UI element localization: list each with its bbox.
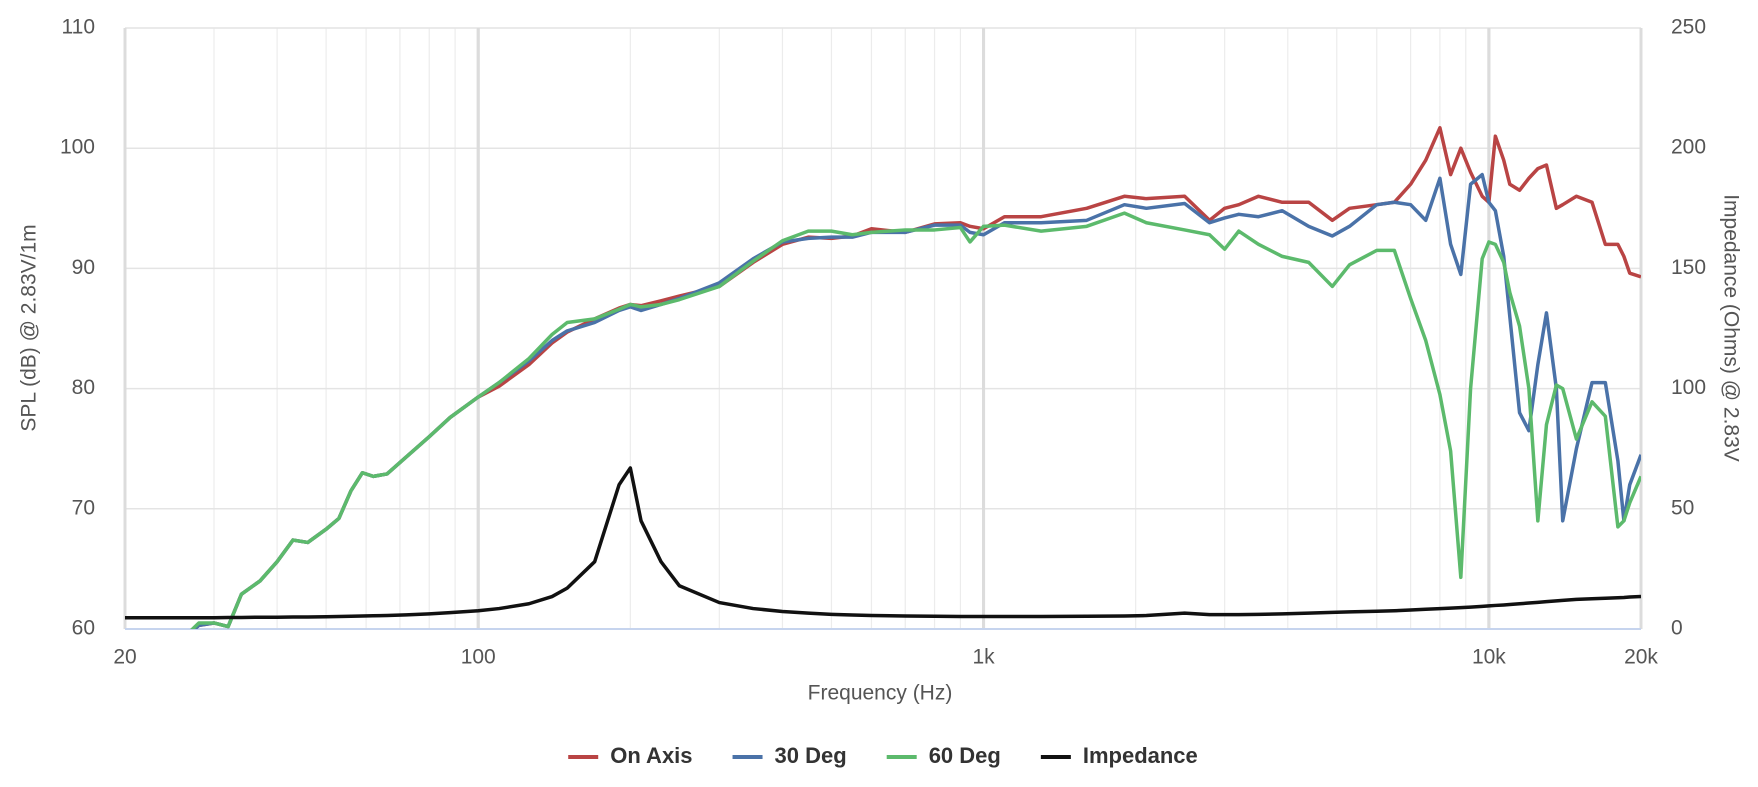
y2-tick-label: 250 [1671,16,1706,39]
x-tick-label: 20k [1624,646,1658,669]
y2-tick-label: 50 [1671,496,1694,519]
y2-tick-label: 150 [1671,256,1706,279]
y2-tick-label: 200 [1671,136,1706,159]
series-line [125,466,1641,620]
series-line [190,211,1641,629]
legend-label: Impedance [1083,743,1198,768]
legend-item: On Axis [568,743,693,768]
y-axis-title: SPL (dB) @ 2.83V/1m [18,224,41,431]
y2-axis-title: Impedance (Ohms) @ 2.83V [1719,194,1742,462]
y-tick-label: 80 [72,376,95,399]
x-tick-label: 10k [1472,646,1506,669]
legend-item: Impedance [1040,743,1198,768]
y-tick-label: 60 [72,617,95,640]
y2-tick-label: 100 [1671,376,1706,399]
x-tick-label: 100 [461,646,496,669]
y2-tick-label: 0 [1671,617,1683,640]
legend-label: 30 Deg [775,743,847,768]
x-axis-title: Frequency (Hz) [808,682,953,705]
legend-item: 30 Deg [732,743,847,768]
legend-label: On Axis [610,743,692,768]
grid [123,27,1643,630]
legend: On Axis 30 Deg 60 Deg Impedance [568,743,1198,768]
plot-area [125,126,1641,629]
y-tick-label: 110 [62,16,95,39]
y-tick-label: 100 [60,136,95,159]
legend-item: 60 Deg [886,743,1001,768]
y-tick-label: 90 [72,256,95,279]
legend-label: 60 Deg [929,743,1001,768]
y-tick-label: 70 [72,496,95,519]
x-tick-label: 1k [972,646,995,669]
x-tick-label: 20 [113,646,136,669]
series-line [192,172,1641,629]
